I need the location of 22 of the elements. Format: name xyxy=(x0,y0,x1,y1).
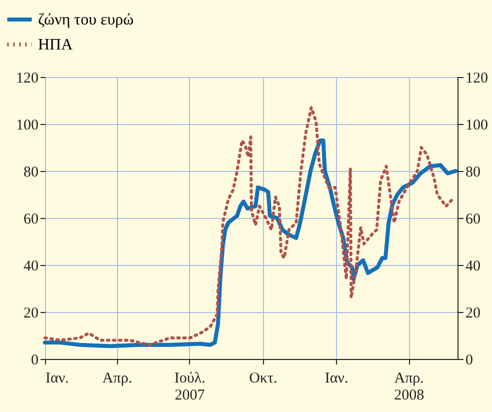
x-tick-label: Απρ. 2008 xyxy=(394,370,424,404)
y2-tick-label: 100 xyxy=(466,118,488,134)
y-tick-label: 60 xyxy=(24,212,38,228)
y-tick-label: 100 xyxy=(16,118,38,134)
x-tick-label: Ιαν. xyxy=(46,370,69,386)
y-tick-label: 40 xyxy=(24,258,38,274)
legend-label: ζώνη του ευρώ xyxy=(38,12,134,28)
y-tick-label: 120 xyxy=(16,70,38,86)
x-tick-label: Ιαν. xyxy=(324,370,348,386)
y-tick-label: 0 xyxy=(31,352,38,368)
y2-tick-label: 120 xyxy=(466,70,488,86)
legend-label: ΗΠΑ xyxy=(38,36,74,54)
y2-tick-label: 40 xyxy=(466,258,480,274)
x-tick-label: Ιούλ. 2007 xyxy=(174,370,206,404)
x-tick-label: Οκτ. xyxy=(249,370,278,386)
y2-tick-label: 0 xyxy=(466,352,473,368)
y2-tick-label: 20 xyxy=(466,306,480,322)
x-tick-label: Απρ. xyxy=(102,370,132,386)
y-tick-label: 80 xyxy=(24,164,38,180)
y-tick-label: 20 xyxy=(24,306,38,322)
y2-tick-label: 60 xyxy=(466,212,480,228)
y2-tick-label: 80 xyxy=(466,164,480,180)
